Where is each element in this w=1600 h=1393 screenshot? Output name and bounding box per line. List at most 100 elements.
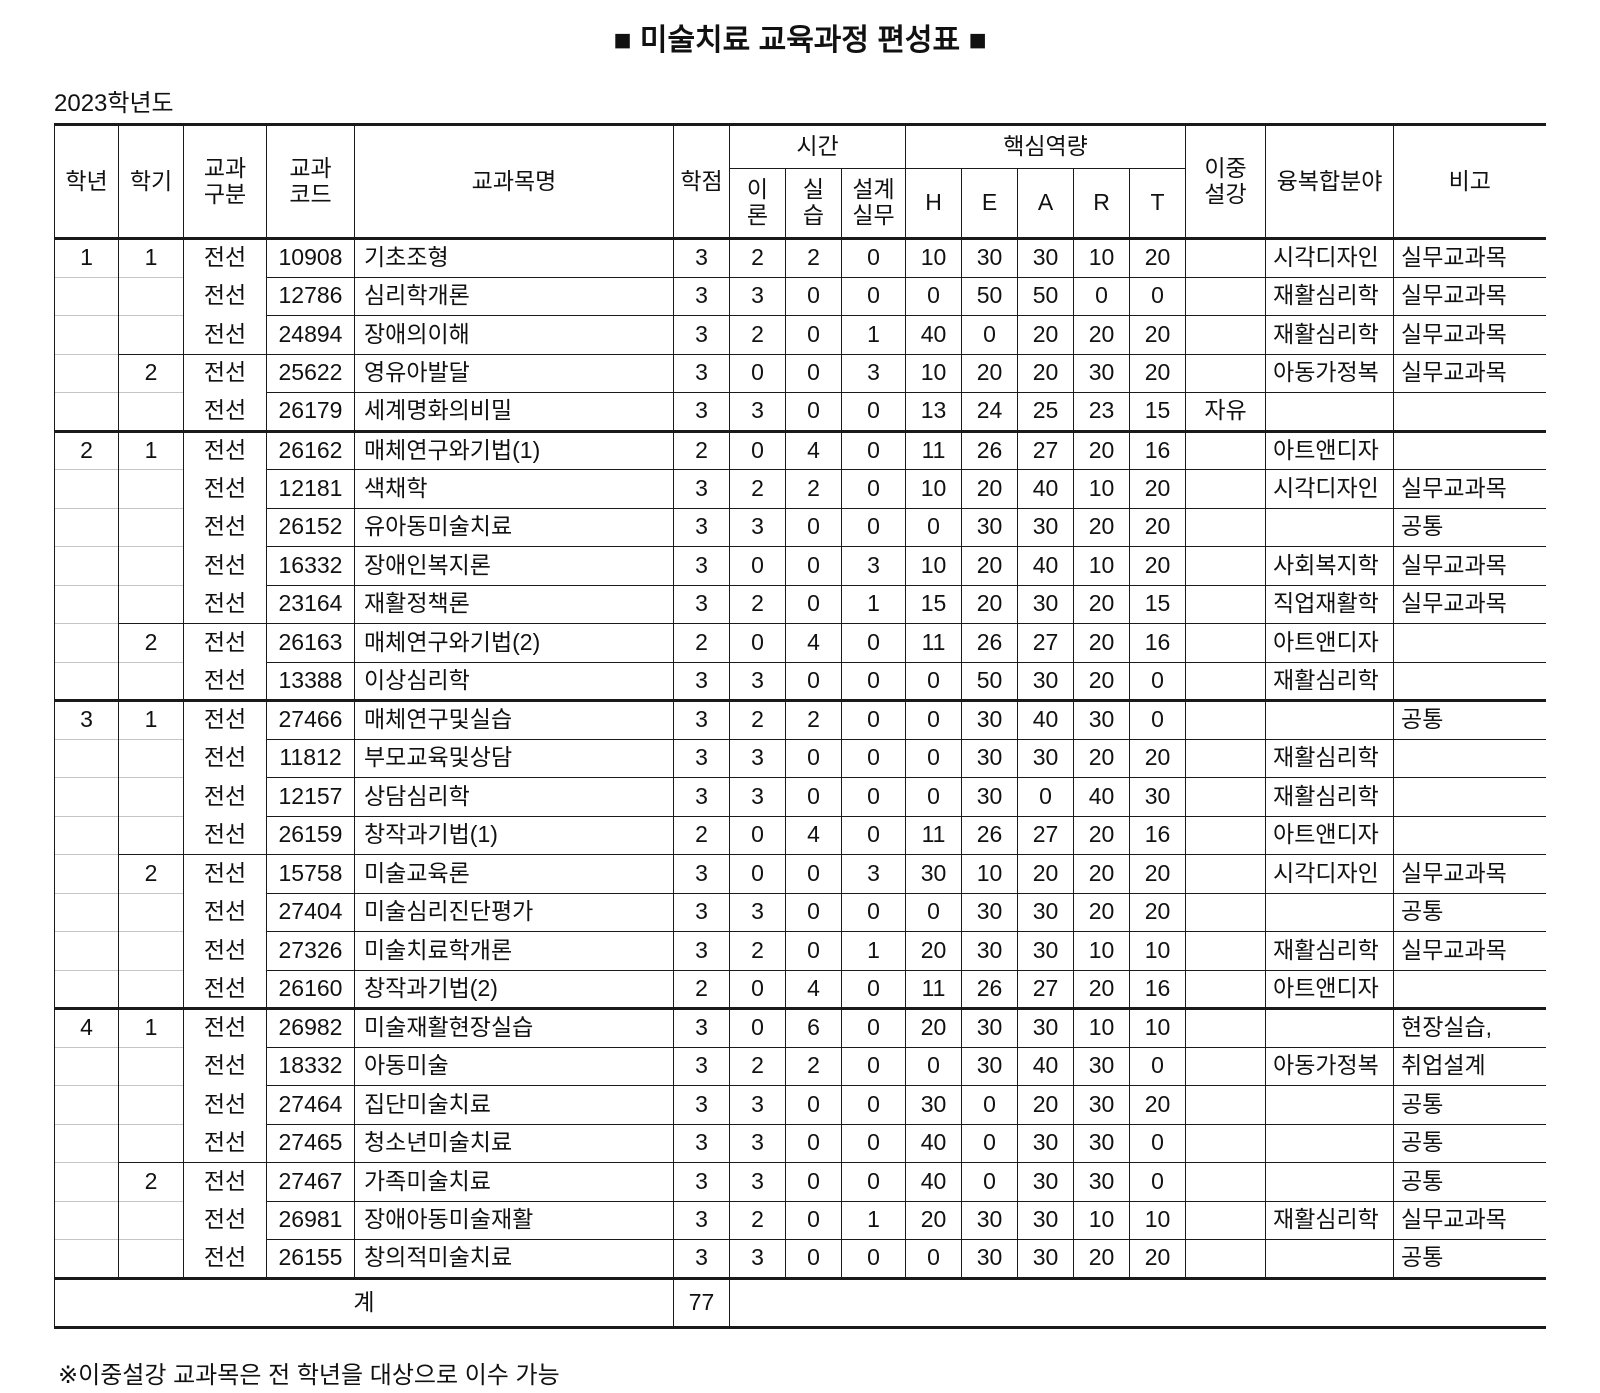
cell-design: 1	[840, 1200, 906, 1240]
cell-theory: 2	[729, 1046, 786, 1086]
total-label: 계	[54, 1276, 674, 1329]
cell-h: 20	[905, 931, 962, 970]
cell-name: 영유아발달	[354, 353, 674, 393]
cell-practice: 0	[785, 507, 842, 547]
cell-practice: 2	[785, 1046, 842, 1086]
cell-credit: 3	[673, 353, 730, 393]
cell-grade	[54, 777, 119, 816]
header-course-code: 교과 코드	[266, 124, 355, 239]
cell-field: 재활심리학	[1265, 1200, 1394, 1240]
header-e: E	[961, 168, 1018, 239]
cell-practice: 4	[785, 429, 842, 470]
cell-h: 20	[905, 1007, 962, 1047]
cell-credit: 3	[673, 276, 730, 316]
cell-name: 집단미술치료	[354, 1085, 674, 1124]
cell-h: 30	[905, 854, 962, 893]
course-row: 2 전선 27467 가족미술치료 3 3 0 0 40 0 30 30 0 공통	[54, 1162, 1546, 1201]
cell-credit: 3	[673, 1162, 730, 1201]
cell-a: 30	[1017, 584, 1074, 624]
course-row: 전선 16332 장애인복지론 3 0 0 3 10 20 40 10 20 사회복지학 실무교과목	[54, 546, 1546, 585]
cell-grade	[54, 353, 119, 393]
cell-practice: 4	[785, 969, 842, 1009]
cell-r: 20	[1073, 892, 1130, 932]
cell-type: 전선	[183, 623, 267, 662]
cell-grade	[54, 854, 119, 893]
cell-r: 23	[1073, 392, 1130, 431]
cell-type: 전선	[183, 1239, 267, 1278]
cell-type: 전선	[183, 777, 267, 816]
cell-t: 16	[1129, 969, 1186, 1009]
cell-dual	[1185, 429, 1266, 470]
cell-name: 이상심리학	[354, 661, 674, 701]
cell-e: 24	[961, 392, 1018, 431]
cell-theory: 2	[729, 315, 786, 354]
cell-design: 0	[840, 1123, 906, 1163]
cell-t: 16	[1129, 815, 1186, 855]
cell-code: 15758	[266, 854, 355, 893]
cell-theory: 0	[729, 546, 786, 585]
cell-code: 25622	[266, 353, 355, 393]
academic-year-label: 2023학년도	[54, 90, 174, 117]
cell-field	[1265, 1007, 1394, 1047]
cell-design: 1	[840, 315, 906, 354]
cell-r: 20	[1073, 315, 1130, 354]
cell-field	[1265, 699, 1394, 739]
cell-name: 색채학	[354, 469, 674, 508]
cell-h: 40	[905, 1123, 962, 1163]
cell-credit: 3	[673, 1123, 730, 1163]
cell-type: 전선	[183, 546, 267, 585]
cell-r: 10	[1073, 469, 1130, 508]
header-semester: 학기	[118, 124, 184, 239]
cell-h: 10	[905, 469, 962, 508]
cell-type: 전선	[183, 429, 267, 470]
course-row: 전선 11812 부모교육및상담 3 3 0 0 0 30 30 20 20 재활심리학	[54, 738, 1546, 778]
cell-sem: 1	[118, 1007, 184, 1047]
cell-name: 세계명화의비밀	[354, 392, 674, 431]
cell-field	[1265, 1123, 1394, 1163]
cell-sem	[118, 1046, 184, 1086]
cell-practice: 0	[785, 546, 842, 585]
cell-e: 30	[961, 1007, 1018, 1047]
cell-code: 18332	[266, 1046, 355, 1086]
cell-a: 27	[1017, 969, 1074, 1009]
cell-h: 11	[905, 429, 962, 470]
cell-r: 20	[1073, 738, 1130, 778]
cell-sem	[118, 392, 184, 431]
cell-credit: 3	[673, 315, 730, 354]
cell-code: 10908	[266, 237, 355, 277]
cell-practice: 2	[785, 237, 842, 277]
cell-grade	[54, 1200, 119, 1240]
cell-e: 0	[961, 1123, 1018, 1163]
cell-e: 0	[961, 1085, 1018, 1124]
cell-sem: 1	[118, 429, 184, 470]
cell-field: 아트앤디자	[1265, 969, 1394, 1009]
cell-code: 27465	[266, 1123, 355, 1163]
cell-field	[1265, 1162, 1394, 1201]
cell-dual	[1185, 546, 1266, 585]
cell-practice: 0	[785, 1162, 842, 1201]
cell-r: 30	[1073, 1046, 1130, 1086]
cell-note: 실무교과목	[1393, 584, 1546, 624]
cell-sem	[118, 777, 184, 816]
cell-practice: 0	[785, 392, 842, 431]
cell-sem	[118, 1239, 184, 1278]
cell-code: 16332	[266, 546, 355, 585]
cell-type: 전선	[183, 1046, 267, 1086]
cell-grade: 1	[54, 237, 119, 277]
cell-design: 0	[840, 429, 906, 470]
cell-design: 0	[840, 777, 906, 816]
cell-name: 창작과기법(2)	[354, 969, 674, 1009]
course-row: 전선 26981 장애아동미술재활 3 2 0 1 20 30 30 10 10 재활심리학 실무교과목	[54, 1200, 1546, 1240]
cell-code: 12157	[266, 777, 355, 816]
cell-dual	[1185, 1046, 1266, 1086]
cell-type: 전선	[183, 276, 267, 316]
cell-design: 0	[840, 623, 906, 662]
total-row: 계 77	[54, 1276, 1546, 1329]
cell-dual	[1185, 1162, 1266, 1201]
cell-note	[1393, 623, 1546, 662]
cell-code: 27467	[266, 1162, 355, 1201]
cell-a: 30	[1017, 931, 1074, 970]
cell-design: 1	[840, 584, 906, 624]
cell-practice: 0	[785, 1123, 842, 1163]
cell-r: 10	[1073, 1200, 1130, 1240]
